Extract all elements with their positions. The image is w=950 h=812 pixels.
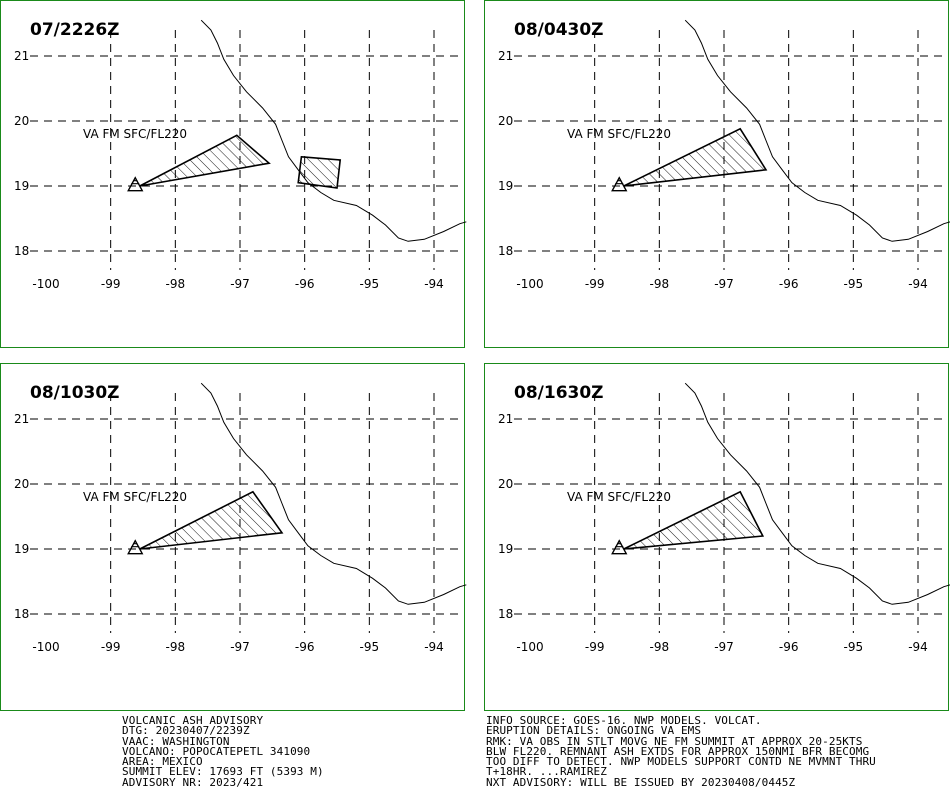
advisory-line: VAAC: WASHINGTON — [122, 734, 230, 748]
advisory-line: VOLCANIC ASH ADVISORY — [122, 714, 264, 727]
longitude-tick-label: -100 — [32, 277, 59, 291]
latitude-tick-label: 20 — [498, 114, 513, 128]
longitude-tick-label: -98 — [650, 640, 670, 654]
longitude-tick-label: -100 — [516, 640, 543, 654]
advisory-header-block: VOLCANIC ASH ADVISORY DTG: 20230407/2239Z… — [122, 714, 324, 789]
longitude-tick-label: -98 — [166, 640, 186, 654]
longitude-tick-label: -99 — [585, 640, 605, 654]
longitude-tick-label: -98 — [650, 277, 670, 291]
longitude-tick-label: -95 — [844, 277, 864, 291]
longitude-tick-label: -100 — [516, 277, 543, 291]
valid-time-label: 08/1630Z — [514, 383, 604, 403]
longitude-tick-label: -96 — [295, 277, 315, 291]
advisory-line: AREA: MEXICO — [122, 755, 203, 769]
latitude-tick-label: 21 — [498, 49, 513, 63]
valid-time-label: 08/1030Z — [30, 383, 120, 403]
volcano-icon — [611, 539, 628, 555]
ash-layer-label: VA FM SFC/FL220 — [567, 490, 671, 504]
advisory-line: ADVISORY NR: 2023/421 — [122, 775, 264, 789]
panel-frame — [484, 0, 949, 348]
advisory-line: DTG: 20230407/2239Z — [122, 724, 250, 738]
forecast-panel: -100 -99 -98 -97 -96 -95 -94 21 20 19 18 VA FM SFC/… — [484, 363, 950, 711]
longitude-tick-label: -94 — [908, 277, 928, 291]
latitude-tick-label: 21 — [14, 49, 29, 63]
advisory-line: ERUPTION DETAILS: ONGOING VA EMS — [486, 724, 702, 738]
longitude-tick-label: -95 — [844, 640, 864, 654]
ash-cloud-area — [623, 490, 765, 550]
latitude-tick-label: 21 — [498, 412, 513, 426]
panel-frame — [0, 363, 465, 711]
longitude-tick-label: -97 — [714, 640, 734, 654]
latitude-tick-label: 19 — [14, 542, 29, 556]
latitude-tick-label: 19 — [498, 179, 513, 193]
longitude-tick-label: -96 — [779, 277, 799, 291]
latitude-tick-label: 18 — [14, 607, 29, 621]
valid-time-label: 08/0430Z — [514, 20, 604, 40]
advisory-line: NXT ADVISORY: WILL BE ISSUED BY 20230408… — [486, 775, 796, 789]
ash-cloud-area — [139, 134, 271, 187]
longitude-tick-label: -96 — [779, 640, 799, 654]
longitude-tick-label: -94 — [424, 277, 444, 291]
longitude-tick-label: -97 — [230, 640, 250, 654]
advisory-line: TOO DIFF TO DETECT. NWP MODELS SUPPORT C… — [486, 755, 876, 769]
coastline — [684, 19, 950, 242]
coastline — [200, 19, 467, 242]
longitude-tick-label: -94 — [424, 640, 444, 654]
volcano-icon — [127, 539, 144, 555]
latitude-tick-label: 18 — [498, 244, 513, 258]
ash-layer-label: VA FM SFC/FL220 — [83, 490, 187, 504]
longitude-tick-label: -97 — [230, 277, 250, 291]
latitude-tick-label: 18 — [14, 244, 29, 258]
coastline — [200, 382, 467, 605]
latitude-tick-label: 21 — [14, 412, 29, 426]
panel-frame — [0, 0, 465, 348]
ash-layer-label: VA FM SFC/FL220 — [83, 127, 187, 141]
forecast-panel: -100 -99 -98 -97 -96 -95 -94 21 20 19 18 VA FM SFC/… — [0, 0, 467, 348]
longitude-tick-label: -98 — [166, 277, 186, 291]
advisory-line: BLW FL220. REMNANT ASH EXTDS FOR APPROX … — [486, 744, 870, 758]
forecast-panel: -100 -99 -98 -97 -96 -95 -94 21 20 19 18 VA FM SFC/… — [484, 0, 950, 348]
advisory-remarks-block: INFO SOURCE: GOES-16. NWP MODELS. VOLCAT… — [486, 714, 876, 789]
volcano-icon — [611, 176, 628, 192]
longitude-tick-label: -95 — [360, 277, 380, 291]
latitude-tick-label: 20 — [14, 477, 29, 491]
longitude-tick-label: -100 — [32, 640, 59, 654]
coastline — [684, 382, 950, 605]
latitude-tick-label: 18 — [498, 607, 513, 621]
longitude-tick-label: -95 — [360, 640, 380, 654]
longitude-tick-label: -96 — [295, 640, 315, 654]
panel-frame — [484, 363, 949, 711]
ash-cloud-area — [297, 155, 342, 189]
valid-time-label: 07/2226Z — [30, 20, 120, 40]
forecast-panel: -100 -99 -98 -97 -96 -95 -94 21 20 19 18 VA FM SFC/… — [0, 363, 467, 711]
advisory-line: INFO SOURCE: GOES-16. NWP MODELS. VOLCAT… — [486, 714, 762, 727]
ash-cloud-area — [623, 127, 768, 187]
volcano-icon — [127, 176, 144, 192]
ash-cloud-area — [139, 490, 284, 550]
latitude-tick-label: 20 — [14, 114, 29, 128]
longitude-tick-label: -97 — [714, 277, 734, 291]
latitude-tick-label: 20 — [498, 477, 513, 491]
advisory-line: SUMMIT ELEV: 17693 FT (5393 M) — [122, 765, 324, 779]
ash-forecast-maps: -100 -99 -98 -97 -96 -95 -94 21 20 19 18 VA FM SFC/… — [0, 0, 950, 711]
ash-layer-label: VA FM SFC/FL220 — [567, 127, 671, 141]
advisory-line: VOLCANO: POPOCATEPETL 341090 — [122, 744, 311, 758]
advisory-line: T+18HR. ...RAMIREZ — [486, 765, 608, 779]
longitude-tick-label: -94 — [908, 640, 928, 654]
latitude-tick-label: 19 — [14, 179, 29, 193]
longitude-tick-label: -99 — [101, 277, 121, 291]
longitude-tick-label: -99 — [585, 277, 605, 291]
advisory-line: RMK: VA OBS IN STLT MOVG NE FM SUMMIT AT… — [486, 734, 863, 748]
longitude-tick-label: -99 — [101, 640, 121, 654]
latitude-tick-label: 19 — [498, 542, 513, 556]
